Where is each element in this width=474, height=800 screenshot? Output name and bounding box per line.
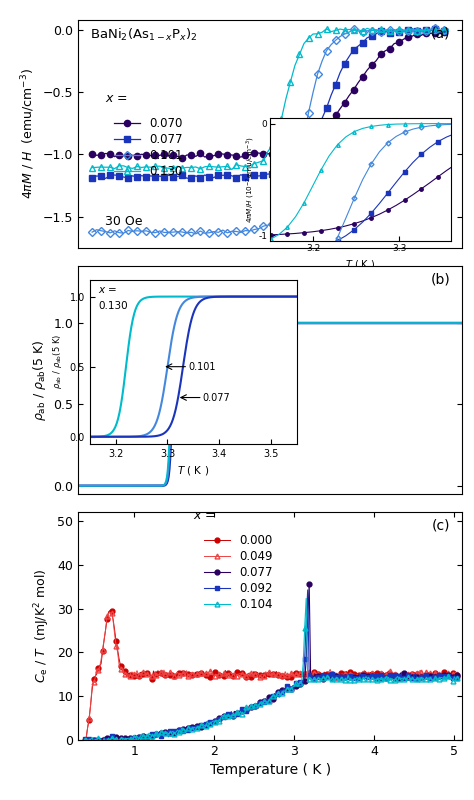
Text: $x$ =: $x$ = xyxy=(193,509,216,522)
Text: (c): (c) xyxy=(432,519,451,533)
Text: 30 Oe: 30 Oe xyxy=(105,215,143,228)
Text: $x$ =: $x$ = xyxy=(105,92,128,105)
Legend: 0.000, 0.049, 0.077, 0.092, 0.104: 0.000, 0.049, 0.077, 0.092, 0.104 xyxy=(199,530,278,616)
Y-axis label: $\rho_\mathrm{ab}$ / $\rho_\mathrm{ab}$(5 K): $\rho_\mathrm{ab}$ / $\rho_\mathrm{ab}$(… xyxy=(31,339,48,421)
Y-axis label: 4$\pi$$M$ / $H$  (emu/cm$^{-3}$): 4$\pi$$M$ / $H$ (emu/cm$^{-3}$) xyxy=(20,69,37,199)
Legend: 0.070, 0.077, 0.101, 0.130: 0.070, 0.077, 0.101, 0.130 xyxy=(109,113,187,182)
Text: (b): (b) xyxy=(431,273,451,287)
X-axis label: Temperature ( K ): Temperature ( K ) xyxy=(210,763,331,778)
Y-axis label: $C_\mathrm{e}$ / $T$  (mJ/K$^2$ mol): $C_\mathrm{e}$ / $T$ (mJ/K$^2$ mol) xyxy=(32,569,52,683)
Text: BaNi$_2$(As$_{1-x}$P$_x$)$_2$: BaNi$_2$(As$_{1-x}$P$_x$)$_2$ xyxy=(90,27,198,43)
Text: (a): (a) xyxy=(431,27,451,41)
